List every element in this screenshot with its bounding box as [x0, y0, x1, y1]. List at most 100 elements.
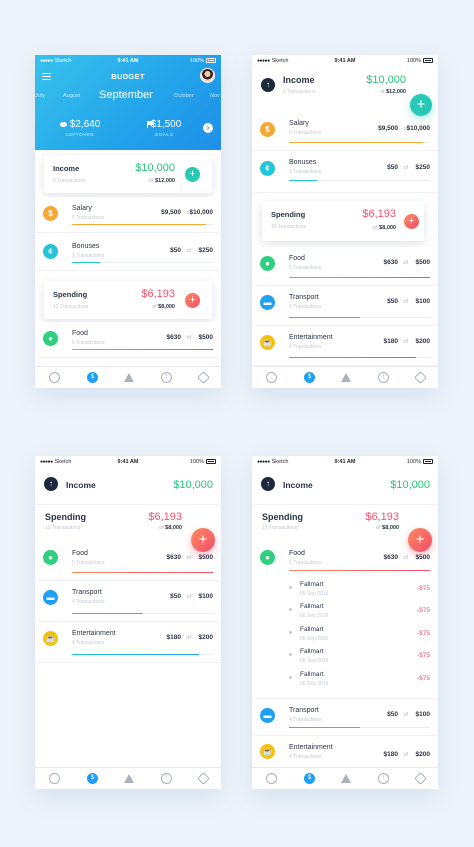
list-item[interactable]: Fallmart 06 Sep 2016 -$75 [289, 579, 430, 601]
income-section-header[interactable]: ↑ Income 6 Transactions $10,000 of $12,0… [252, 66, 438, 111]
spending-section-header[interactable]: Spending 13 Transactions $6,193 of $8,00… [35, 506, 221, 541]
tag-icon[interactable] [414, 772, 427, 785]
month-october[interactable]: October [174, 93, 194, 99]
chevron-right-icon[interactable]: › [203, 123, 213, 133]
signal-icon: ●●●●● [40, 57, 53, 64]
income-label: Income [66, 480, 96, 490]
row-transport[interactable]: ▬ Transport 4 Transactions $50 of $100 [35, 581, 221, 622]
of-label: of [376, 525, 381, 531]
of-label: of [148, 178, 154, 184]
info-icon[interactable]: ! [161, 773, 172, 784]
signal-icon: ●●●●● [40, 458, 53, 465]
salary-progress [72, 223, 213, 225]
month-july[interactable]: July [35, 93, 45, 99]
piggy-bank-icon[interactable]: $ [87, 773, 98, 784]
tag-icon[interactable] [414, 371, 427, 384]
spending-section-header[interactable]: Spending 13 Transactions $6,193 of $8,00… [252, 506, 438, 541]
status-time: 9:41 AM [117, 57, 139, 64]
row-salary[interactable]: $ Salary 5 Transactions $9,500 of $10,00… [35, 197, 221, 233]
month-august[interactable]: August [63, 93, 81, 99]
spending-card[interactable]: Spending 13 Transactions $6,193 of $8,00… [44, 281, 212, 319]
row-food[interactable]: ● Food 5 Transactions $630 of $500 [252, 247, 438, 286]
info-icon[interactable]: ! [378, 773, 389, 784]
list-item[interactable]: Fallmart 06 Sep 2016 -$75 [289, 646, 430, 668]
piggy-bank-icon[interactable]: $ [304, 372, 315, 383]
pie-chart-icon[interactable] [266, 372, 277, 383]
battery-icon [206, 58, 216, 63]
list-item[interactable]: Fallmart 06 Sep 2016 -$75 [289, 624, 430, 646]
battery-icon [423, 58, 433, 63]
goals-icon[interactable] [341, 373, 351, 382]
row-entertainment[interactable]: ☕ Entertainment 4 Transactions $180 of $… [252, 738, 438, 768]
tab-bar: $ ! [252, 767, 438, 789]
apple-icon: ● [43, 331, 58, 346]
row-transport[interactable]: ▬ Transport 4 Transactions $50 of $100 [252, 698, 438, 736]
status-bar: ●●●●● Sketch 9:41 AM 100% [252, 55, 438, 66]
info-icon[interactable]: ! [378, 372, 389, 383]
of-label: of [403, 554, 408, 561]
info-icon[interactable]: ! [161, 372, 172, 383]
bonuses-progress [72, 261, 213, 263]
row-salary[interactable]: $ Salary 5 Transactions $9,500 of $10,00… [252, 112, 438, 151]
transport-total: $100 [415, 711, 430, 718]
transaction-name: Fallmart [300, 626, 324, 633]
add-income-button[interactable]: + [185, 167, 200, 182]
spending-card[interactable]: Spending 13 Transactions $6,193 of $8,00… [262, 201, 424, 241]
add-spending-button[interactable]: + [185, 293, 200, 308]
income-total: $12,000 [155, 178, 175, 184]
pie-chart-icon[interactable] [266, 773, 277, 784]
status-bar: ●●●●● Sketch 9:41 AM 100% [252, 456, 438, 467]
row-entertainment[interactable]: ☕ Entertainment 4 Transactions $180 of $… [252, 326, 438, 366]
transaction-date: 06 Sep 2016 [300, 681, 329, 687]
transaction-name: Fallmart [300, 671, 324, 678]
entertainment-amount: $180 [383, 751, 398, 758]
tag-icon[interactable] [197, 772, 210, 785]
add-spending-button[interactable]: + [408, 528, 432, 552]
carrier: Sketch [54, 458, 72, 465]
apple-icon: ● [43, 550, 58, 565]
goals-icon[interactable] [341, 774, 351, 783]
income-collapsed-row[interactable]: ↑ Income $10,000 [252, 467, 438, 505]
menu-icon[interactable] [42, 73, 51, 80]
status-time: 9:41 AM [334, 57, 356, 64]
income-collapsed-row[interactable]: ↑ Income $10,000 [35, 467, 221, 505]
add-spending-button[interactable]: + [191, 528, 215, 552]
goals-icon[interactable] [124, 373, 134, 382]
list-item[interactable]: Fallmart 06 Sep 2016 -$75 [289, 669, 430, 691]
row-bonuses[interactable]: ¢ Bonuses 1 Transactions $50 of $250 [252, 151, 438, 193]
arrow-up-icon: ↑ [261, 78, 275, 92]
salary-progress [289, 141, 430, 143]
avatar[interactable] [200, 68, 215, 83]
month-september[interactable]: September [99, 89, 153, 101]
piggy-bank-icon[interactable]: $ [87, 372, 98, 383]
row-food[interactable]: ● Food 5 Transactions $630 of $500 [35, 542, 221, 581]
food-expanded-screen: ●●●●● Sketch 9:41 AM 100% ↑ Income $10,00… [252, 456, 438, 789]
teacup-icon: ☕ [260, 744, 275, 759]
income-card[interactable]: Income 6 Transactions $10,000 of $12,000… [44, 155, 212, 193]
bonuses-total: $250 [198, 247, 213, 254]
list-item[interactable]: Fallmart 06 Sep 2016 -$75 [289, 601, 430, 623]
spending-label: Spending [53, 290, 88, 299]
income-value: $10,000 [135, 162, 175, 174]
arrow-up-icon: ↑ [261, 477, 275, 491]
of-label: of [403, 338, 408, 345]
food-amount: $630 [166, 554, 181, 561]
row-transport[interactable]: ▬ Transport 4 Transactions $50 of $100 [252, 286, 438, 326]
month-selector[interactable]: July August September October Nov [35, 89, 221, 103]
of-label: of [186, 593, 191, 600]
pie-chart-icon[interactable] [49, 372, 60, 383]
add-spending-button[interactable]: + [404, 214, 419, 229]
row-bonuses[interactable]: ¢ Bonuses 1 Transactions $50 of $250 [35, 235, 221, 271]
salary-total: $10,000 [189, 209, 214, 216]
month-november[interactable]: Nov [210, 93, 220, 99]
add-income-button[interactable]: + [410, 94, 432, 116]
tag-icon[interactable] [197, 371, 210, 384]
goals-value: $1,500 [150, 119, 182, 130]
goals-icon[interactable] [124, 774, 134, 783]
bullet-dot [289, 631, 292, 634]
pie-chart-icon[interactable] [49, 773, 60, 784]
piggy-bank-icon[interactable]: $ [304, 773, 315, 784]
row-food[interactable]: ● Food 5 Transactions $630 of $500 [35, 322, 221, 358]
row-food[interactable]: ● Food 5 Transactions $630 of $500 [252, 542, 438, 576]
row-entertainment[interactable]: ☕ Entertainment 4 Transactions $180 of $… [35, 622, 221, 663]
